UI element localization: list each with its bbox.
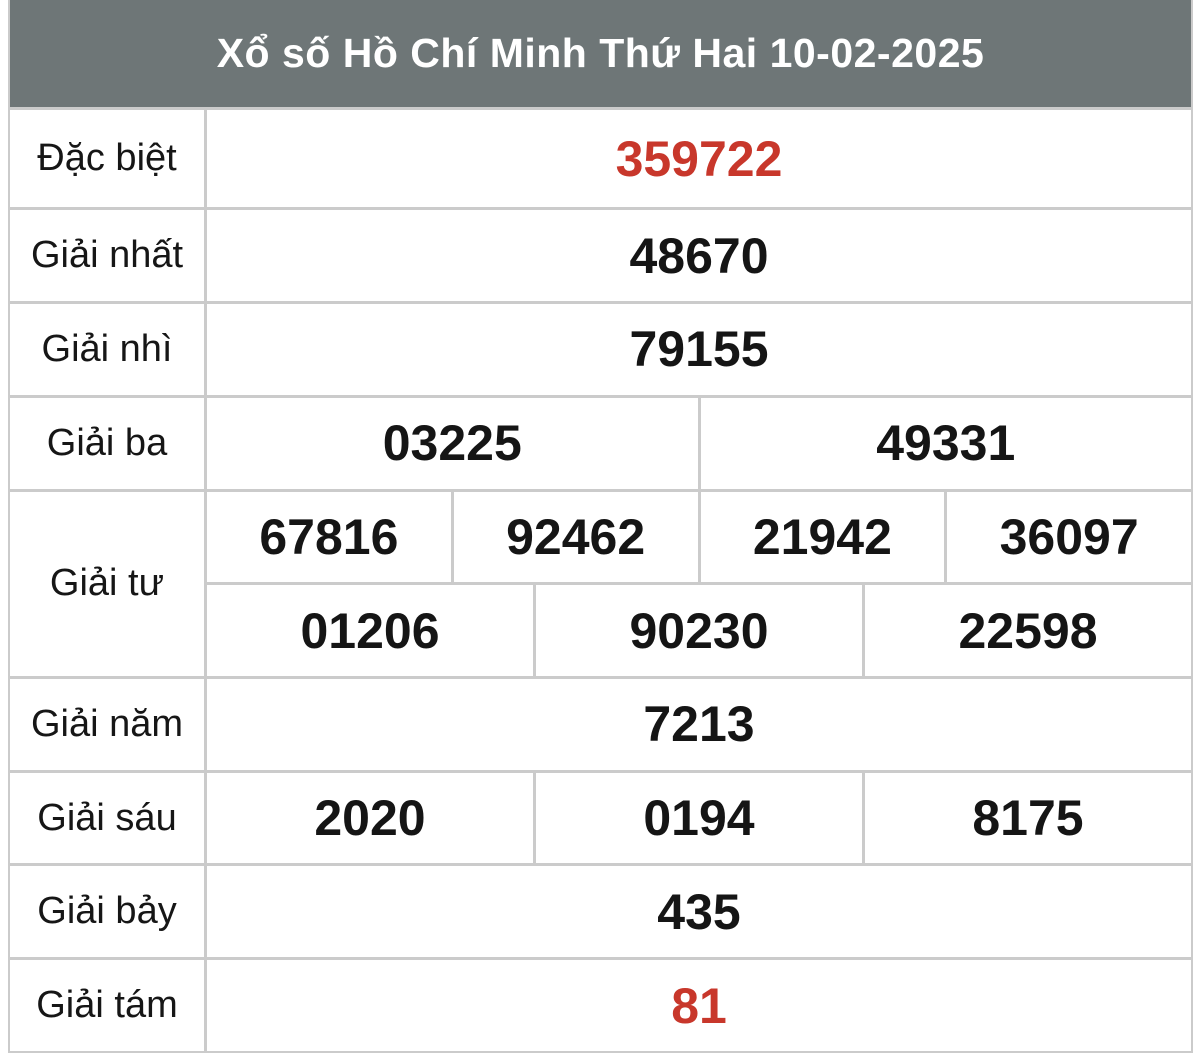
prize-value: 7213 (207, 678, 1191, 770)
table-row: Giải tư 67816 92462 21942 36097 01206 90230 225… (10, 491, 1191, 676)
prize-label: Giải nhất (10, 210, 204, 301)
prize-value: 8175 (865, 772, 1191, 864)
prize-value: 48670 (207, 210, 1191, 301)
prize-value: 81 (207, 960, 1191, 1052)
prize-value: 36097 (947, 491, 1191, 583)
prize-value: 21942 (700, 491, 945, 583)
prize-label: Giải năm (10, 678, 204, 770)
prize-label: Giải sáu (10, 772, 204, 864)
prize-label: Giải bảy (10, 866, 204, 958)
prize-label: Giải ba (10, 397, 204, 489)
prize-value: 79155 (207, 303, 1191, 395)
prize-label: Giải tám (10, 960, 204, 1052)
prize-value: 90230 (536, 585, 862, 676)
table-row: Giải năm 7213 (10, 678, 1191, 770)
prize-value: 359722 (207, 110, 1191, 208)
prize-value: 0194 (536, 772, 862, 864)
table-row: Giải nhì 79155 (10, 303, 1191, 395)
table-row: Giải ba 03225 49331 (10, 397, 1191, 489)
table-row: Đặc biệt 359722 (10, 110, 1191, 208)
table-row: Giải tám 81 (10, 960, 1191, 1052)
page-title: Xổ số Hồ Chí Minh Thứ Hai 10-02-2025 (216, 30, 985, 76)
prize-label: Giải tư (10, 491, 204, 676)
prize-value: 01206 (207, 585, 533, 676)
prize-value: 2020 (207, 772, 533, 864)
lottery-table: Xổ số Hồ Chí Minh Thứ Hai 10-02-2025 Đặc… (8, 0, 1193, 1053)
prize-value: 49331 (700, 397, 1191, 489)
prize-value: 03225 (207, 397, 698, 489)
prize-value: 67816 (207, 491, 451, 583)
prize-value: 22598 (865, 585, 1191, 676)
table-row: Giải sáu 2020 0194 8175 (10, 772, 1191, 864)
prize-subrows: 67816 92462 21942 36097 01206 90230 22598 (207, 491, 1191, 676)
prize-value: 435 (207, 866, 1191, 958)
prize-label: Đặc biệt (10, 110, 204, 208)
prize-value: 92462 (453, 491, 698, 583)
prize-label: Giải nhì (10, 303, 204, 395)
table-header: Xổ số Hồ Chí Minh Thứ Hai 10-02-2025 (10, 0, 1191, 107)
table-subrow: 01206 90230 22598 (207, 585, 1191, 676)
table-subrow: 67816 92462 21942 36097 (207, 491, 1191, 583)
table-row: Giải nhất 48670 (10, 210, 1191, 301)
table-row: Giải bảy 435 (10, 866, 1191, 958)
